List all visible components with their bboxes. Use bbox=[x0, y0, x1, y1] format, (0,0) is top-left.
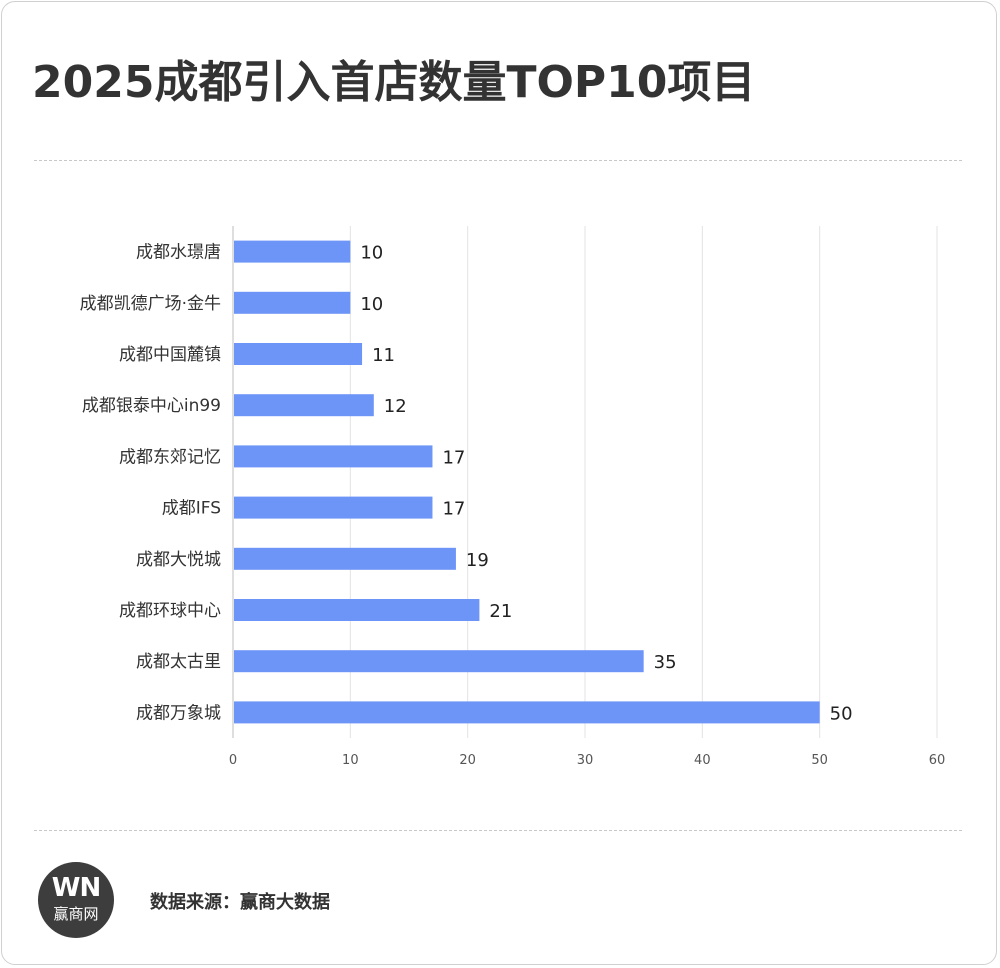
data-label: 11 bbox=[372, 345, 395, 366]
data-label: 12 bbox=[384, 396, 407, 417]
data-label: 21 bbox=[489, 601, 512, 622]
data-source: 数据来源：赢商大数据 bbox=[150, 888, 330, 914]
x-tick-label: 10 bbox=[342, 753, 359, 768]
brand-logo: WN 赢商网 bbox=[38, 862, 114, 938]
data-label: 10 bbox=[360, 243, 383, 264]
bar bbox=[234, 240, 351, 263]
x-tick-label: 50 bbox=[811, 753, 828, 768]
x-tick-label: 60 bbox=[929, 753, 946, 768]
x-tick-label: 20 bbox=[459, 753, 476, 768]
category-label: 成都东郊记忆 bbox=[119, 447, 221, 467]
x-tick-label: 0 bbox=[229, 753, 237, 768]
category-label: 成都太古里 bbox=[136, 652, 221, 672]
data-label: 10 bbox=[360, 294, 383, 315]
x-tick-label: 40 bbox=[694, 753, 711, 768]
top-divider bbox=[34, 160, 962, 161]
data-label: 50 bbox=[830, 703, 853, 724]
source-value: 赢商大数据 bbox=[240, 892, 330, 913]
bar bbox=[234, 291, 351, 314]
bar bbox=[234, 496, 433, 519]
bar bbox=[234, 394, 374, 417]
category-label: 成都大悦城 bbox=[136, 550, 221, 570]
data-label: 19 bbox=[466, 550, 489, 571]
logo-mark: WN bbox=[51, 873, 101, 903]
page-title: 2025成都引入首店数量TOP10项目 bbox=[32, 57, 756, 108]
data-label: 35 bbox=[654, 652, 677, 673]
bar bbox=[234, 701, 820, 724]
logo-name: 赢商网 bbox=[53, 905, 99, 923]
x-tick-label: 30 bbox=[577, 753, 594, 768]
category-label: 成都IFS bbox=[162, 499, 221, 519]
bar bbox=[234, 599, 480, 621]
bar bbox=[234, 547, 456, 570]
category-label: 成都万象城 bbox=[136, 703, 221, 723]
bar bbox=[234, 445, 433, 468]
source-label: 数据来源： bbox=[150, 892, 240, 913]
category-label: 成都银泰中心in99 bbox=[82, 396, 221, 416]
category-label: 成都水璟唐 bbox=[136, 242, 221, 263]
category-label: 成都中国麓镇 bbox=[119, 345, 221, 365]
bottom-divider bbox=[34, 830, 962, 831]
data-label: 17 bbox=[442, 447, 465, 468]
data-label: 17 bbox=[442, 499, 465, 520]
bar bbox=[234, 343, 363, 365]
category-label: 成都环球中心 bbox=[119, 601, 221, 621]
category-label: 成都凯德广场·金牛 bbox=[80, 294, 221, 314]
bar bbox=[234, 650, 644, 673]
